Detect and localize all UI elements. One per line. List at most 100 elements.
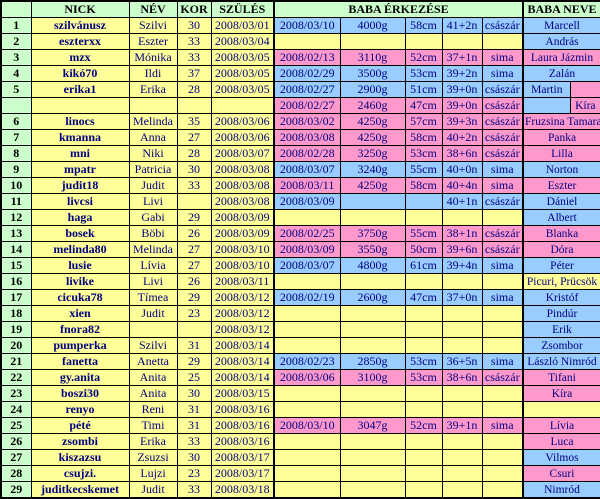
row-number-cell: 24 (0, 401, 32, 418)
arrival-week-cell: 36+5n (441, 353, 483, 370)
arrival-mode-cell: császár (481, 241, 524, 258)
arrival-week-cell: 39+1n (441, 417, 483, 434)
due-date-cell: 2008/03/09 (210, 209, 275, 226)
arrival-date-cell: 2008/02/13 (273, 49, 341, 66)
row-number-cell: 16 (0, 273, 32, 290)
due-date-cell: 2008/03/14 (210, 369, 275, 386)
age-cell: 33 (176, 481, 212, 499)
age-cell: 30 (176, 161, 212, 178)
arrival-length-cell (404, 209, 443, 226)
name-cell: Tímea (128, 289, 178, 306)
name-cell: Anetta (128, 353, 178, 370)
baby-name-cell: Laura Jázmin (522, 49, 600, 66)
arrival-date-cell: 2008/03/06 (273, 369, 341, 386)
arrival-mode-cell: sima (481, 65, 524, 82)
arrival-mode-cell (481, 433, 524, 450)
arrival-date-cell: 2008/03/08 (273, 129, 341, 146)
baby-name-cell: Zalán (522, 65, 600, 82)
nick-cell: csujzi. (30, 465, 130, 482)
row-number-cell: 26 (0, 433, 32, 450)
arrival-weight-cell: 2460g (339, 97, 406, 114)
due-date-cell: 2008/03/17 (210, 449, 275, 466)
baby-name-cell: Luca (522, 433, 600, 450)
arrival-week-cell (441, 321, 483, 338)
age-cell: 27 (176, 257, 212, 274)
row-number-cell: 19 (0, 321, 32, 338)
arrival-week-cell: 38+6n (441, 145, 483, 162)
arrival-mode-cell: sima (481, 257, 524, 274)
age-cell: 30 (176, 17, 212, 34)
arrival-week-cell (441, 465, 483, 482)
arrival-length-cell: 52cm (404, 49, 443, 66)
table-row: 10 judit18 Judit 33 2008/03/08 2008/03/11 4250… (0, 177, 600, 194)
arrival-week-cell: 40+2n (441, 129, 483, 146)
nick-cell: kikó70 (30, 65, 130, 82)
arrival-length-cell: 53cm (404, 369, 443, 386)
arrival-weight-cell (339, 33, 406, 50)
arrival-length-cell: 51cm (404, 81, 443, 98)
row-number-cell: 6 (0, 113, 32, 130)
arrival-weight-cell: 2850g (339, 353, 406, 370)
arrival-date-cell: 2008/03/10 (273, 417, 341, 434)
arrival-weight-cell: 3240g (339, 161, 406, 178)
due-date-cell: 2008/03/01 (210, 17, 275, 34)
arrival-date-cell (273, 385, 341, 402)
row-number-cell: 7 (0, 129, 32, 146)
name-cell: Böbi (128, 225, 178, 242)
arrival-week-cell: 38+1n (441, 225, 483, 242)
age-cell: 26 (176, 225, 212, 242)
arrival-week-cell (441, 273, 483, 290)
age-cell: 31 (176, 337, 212, 354)
age-cell: 33 (176, 433, 212, 450)
arrival-mode-cell (481, 385, 524, 402)
due-date-cell: 2008/03/12 (210, 289, 275, 306)
nick-cell: lusie (30, 257, 130, 274)
arrival-weight-cell: 4800g (339, 257, 406, 274)
row-number-cell: 11 (0, 193, 32, 210)
table-row: 12 haga Gabi 29 2008/03/09 Albert (0, 209, 600, 226)
arrival-weight-cell: 3500g (339, 65, 406, 82)
due-date-cell: 2008/03/08 (210, 193, 275, 210)
baby-name-cell: Csuri (522, 465, 600, 482)
baby-name-cell: Tifani (522, 369, 600, 386)
nick-cell: cicuka78 (30, 289, 130, 306)
arrival-mode-cell: sima (481, 417, 524, 434)
nick-cell: eszterxx (30, 33, 130, 50)
arrival-date-cell: 2008/02/28 (273, 145, 341, 162)
nick-cell: mpatr (30, 161, 130, 178)
arrival-mode-cell (481, 321, 524, 338)
name-cell: Gabi (128, 209, 178, 226)
nick-cell: haga (30, 209, 130, 226)
arrival-date-cell (273, 305, 341, 322)
arrival-weight-cell: 3110g (339, 49, 406, 66)
arrival-week-cell (441, 481, 483, 499)
arrival-date-cell (273, 465, 341, 482)
arrival-length-cell: 53cm (404, 353, 443, 370)
name-cell: Mónika (128, 49, 178, 66)
baby-name-cell: Albert (522, 209, 600, 226)
row-number-cell: 22 (0, 369, 32, 386)
twin-name-split: Martin (525, 82, 600, 97)
name-cell: Ildi (128, 65, 178, 82)
age-cell: 29 (176, 353, 212, 370)
baby-name-cell: Pindúr (522, 305, 600, 322)
arrival-weight-cell: 3750g (339, 225, 406, 242)
arrival-mode-cell: sima (481, 353, 524, 370)
nick-cell: linocs (30, 113, 130, 130)
baby-name-cell: Nimród (522, 481, 600, 499)
age-cell: 27 (176, 241, 212, 258)
name-cell (128, 321, 178, 338)
table-row: 2008/02/27 2460g 47cm 39+0n császár Kíra (0, 97, 600, 114)
name-cell: Melinda (128, 113, 178, 130)
arrival-date-cell: 2008/03/02 (273, 113, 341, 130)
arrival-week-cell (441, 33, 483, 50)
header-row: NICK NÉV KOR SZÜLÉS BABA ÉRKEZÉSE BABA N… (0, 0, 600, 18)
row-number-cell: 8 (0, 145, 32, 162)
nick-cell: mni (30, 145, 130, 162)
table-row: 20 pumperka Szilvi 31 2008/03/14 Zsombor (0, 337, 600, 354)
name-cell: Livi (128, 193, 178, 210)
name-cell: Eszter (128, 33, 178, 50)
arrival-week-cell: 40+1n (441, 193, 483, 210)
due-date-cell (210, 97, 275, 114)
baby-arrival-header: BABA ÉRKEZÉSE (273, 0, 524, 18)
